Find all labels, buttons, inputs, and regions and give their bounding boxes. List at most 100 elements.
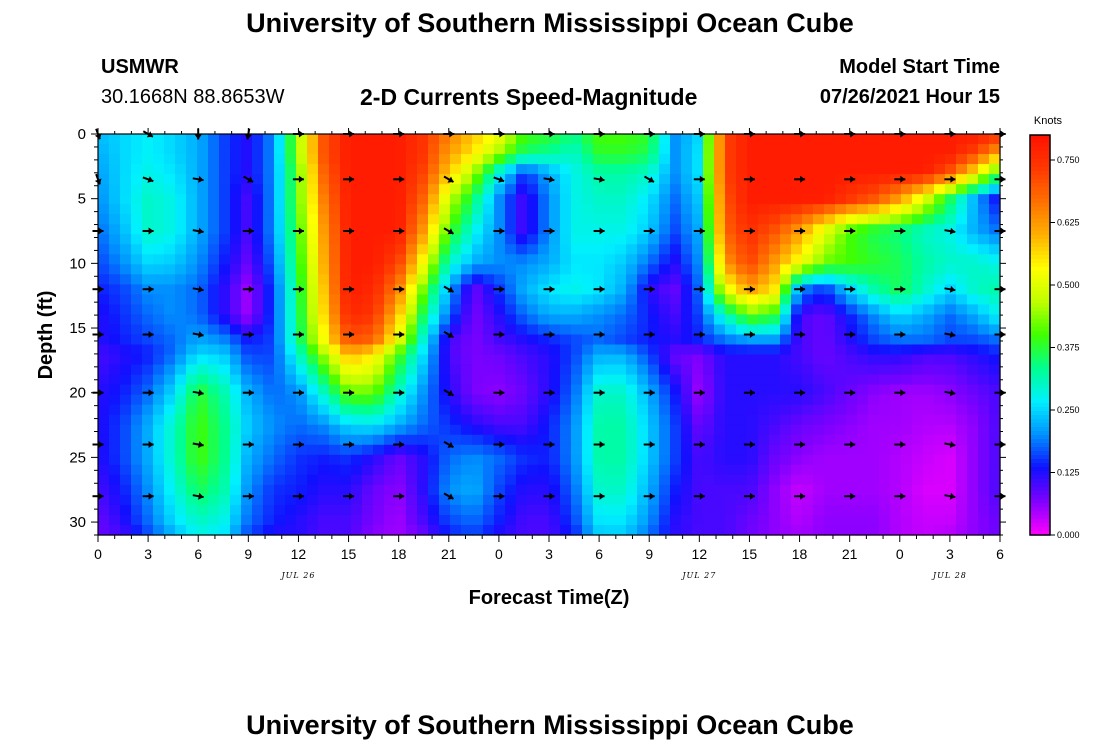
heatmap-cell	[263, 414, 275, 426]
heatmap-cell	[461, 324, 473, 336]
heatmap-cell	[450, 344, 462, 356]
heatmap-cell	[670, 264, 682, 275]
heatmap-cell	[340, 274, 352, 285]
heatmap-cell	[131, 344, 143, 356]
heatmap-cell	[791, 154, 803, 165]
colorbar-segment	[1030, 159, 1050, 164]
heatmap-cell	[197, 464, 209, 476]
arrow-head	[498, 176, 505, 183]
heatmap-cell	[813, 204, 825, 215]
current-vector-arrow	[593, 285, 605, 293]
heatmap-cell	[318, 384, 330, 396]
current-vector-arrow	[142, 285, 154, 293]
heatmap-cell	[846, 464, 858, 476]
heatmap-cell	[296, 334, 308, 346]
heatmap-cell	[802, 154, 814, 165]
heatmap-cell	[505, 474, 517, 486]
heatmap-cell	[186, 524, 198, 536]
heatmap-cell	[340, 484, 352, 496]
heatmap-cell	[153, 404, 165, 416]
heatmap-cell	[131, 304, 143, 316]
heatmap-cell	[703, 244, 715, 255]
heatmap-cell	[505, 414, 517, 426]
heatmap-cell	[835, 194, 847, 205]
heatmap-cell	[329, 334, 341, 346]
heatmap-cell	[318, 444, 330, 456]
heatmap-cell	[164, 254, 176, 265]
heatmap-cell	[549, 184, 561, 195]
heatmap-cell	[791, 354, 803, 366]
heatmap-cell	[252, 214, 264, 225]
heatmap-cell	[406, 384, 418, 396]
heatmap-cell	[142, 474, 154, 486]
heatmap-cell	[153, 284, 165, 296]
heatmap-cell	[703, 424, 715, 436]
heatmap-cell	[846, 514, 858, 526]
heatmap-cell	[318, 324, 330, 336]
heatmap-cell	[175, 454, 187, 466]
heatmap-cell	[615, 154, 627, 165]
heatmap-cell	[318, 164, 330, 175]
heatmap-cell	[362, 504, 374, 516]
heatmap-cell	[362, 304, 374, 316]
heatmap-cell	[483, 364, 495, 376]
heatmap-cell	[406, 164, 418, 175]
heatmap-cell	[516, 314, 528, 326]
arrow-head	[194, 134, 202, 140]
heatmap-cell	[472, 164, 484, 175]
heatmap-cell	[538, 524, 550, 536]
current-vector-arrow	[443, 492, 455, 500]
heatmap-cell	[923, 484, 935, 496]
heatmap-cell	[868, 424, 880, 436]
heatmap-cell	[747, 334, 759, 346]
arrow-head	[447, 176, 454, 183]
heatmap-cell	[934, 434, 946, 446]
heatmap-cell	[505, 204, 517, 215]
arrow-head	[649, 285, 655, 293]
heatmap-cell	[868, 204, 880, 215]
heatmap-cell	[571, 144, 583, 155]
heatmap-cell	[527, 164, 539, 175]
heatmap-cell	[857, 144, 869, 155]
current-vector-arrow	[443, 330, 455, 339]
heatmap-cell	[736, 164, 748, 175]
heatmap-cell	[879, 354, 891, 366]
colorbar-segment	[1030, 499, 1050, 504]
heatmap-cell	[505, 424, 517, 436]
heatmap-cell	[923, 434, 935, 446]
heatmap-cell	[175, 364, 187, 376]
heatmap-cell	[890, 434, 902, 446]
heatmap-cell	[505, 284, 517, 296]
heatmap-cell	[857, 434, 869, 446]
heatmap-cell	[208, 404, 220, 416]
current-vector-arrow	[142, 492, 154, 500]
heatmap-cell	[142, 434, 154, 446]
heatmap-cell	[252, 244, 264, 255]
heatmap-cell	[813, 374, 825, 386]
heatmap-cell	[582, 464, 594, 476]
heatmap-cell	[725, 494, 737, 506]
heatmap-cell	[98, 174, 110, 185]
heatmap-cell	[648, 394, 660, 406]
heatmap-cell	[241, 394, 253, 406]
heatmap-cell	[219, 244, 231, 255]
heatmap-cell	[186, 244, 198, 255]
heatmap-cell	[934, 214, 946, 225]
heatmap-cell	[439, 414, 451, 426]
heatmap-cell	[153, 184, 165, 195]
heatmap-cell	[626, 524, 638, 536]
heatmap-cell	[604, 304, 616, 316]
heatmap-cell	[362, 204, 374, 215]
heatmap-cell	[560, 464, 572, 476]
heatmap-cell	[307, 414, 319, 426]
arrow-head	[198, 331, 204, 338]
heatmap-cell	[593, 194, 605, 205]
heatmap-cell	[626, 154, 638, 165]
heatmap-cell	[340, 324, 352, 336]
colorbar-tick-label: 0.000	[1057, 530, 1080, 540]
colorbar-segment	[1030, 251, 1050, 256]
heatmap-cell	[109, 184, 121, 195]
heatmap-cell	[747, 134, 759, 145]
heatmap-cell	[824, 164, 836, 175]
heatmap-cell	[670, 464, 682, 476]
